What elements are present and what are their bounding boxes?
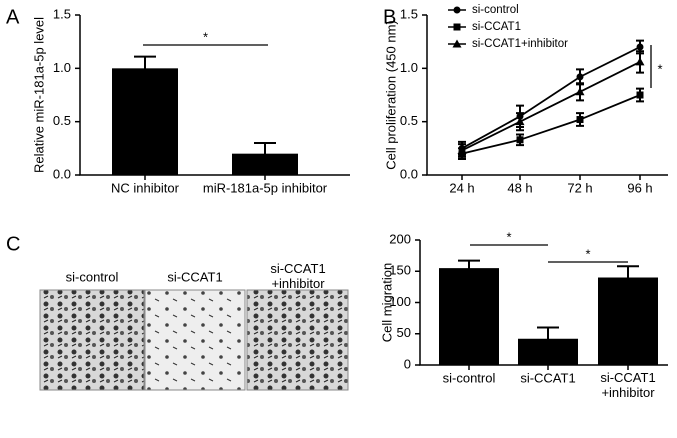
- y-tick-label: 0.0: [400, 166, 418, 181]
- bar: [598, 277, 658, 365]
- legend-label: si-CCAT1+inhibitor: [472, 38, 568, 50]
- line: [461, 94, 641, 155]
- legend-marker: [453, 23, 461, 31]
- micrograph: [144, 289, 246, 391]
- x-tick-label: 72 h: [567, 180, 592, 195]
- x-tick-label: miR-181a-5p inhibitor: [203, 180, 328, 195]
- panel-label: A: [6, 6, 20, 28]
- point: [515, 117, 525, 126]
- significance-mark: *: [657, 61, 662, 76]
- point: [636, 91, 644, 99]
- y-tick-label: 150: [389, 263, 411, 278]
- y-tick-label: 1.0: [53, 60, 71, 75]
- point: [576, 73, 584, 81]
- legend-marker: [452, 39, 462, 48]
- x-tick-label: 24 h: [449, 180, 474, 195]
- bar: [232, 153, 298, 175]
- legend-marker: [453, 6, 461, 14]
- line: [461, 46, 641, 150]
- y-axis-label: Cell migration: [379, 263, 394, 342]
- y-tick-label: 0.5: [400, 113, 418, 128]
- y-axis-label: Relative miR-181a-5p level: [31, 17, 46, 173]
- bar: [439, 268, 499, 365]
- micrograph: [39, 289, 145, 391]
- panel-label: B: [383, 6, 396, 28]
- panel-label: C: [6, 233, 20, 255]
- y-tick-label: 200: [389, 231, 411, 246]
- point: [635, 57, 645, 66]
- y-tick-label: 1.0: [400, 60, 418, 75]
- point: [636, 43, 644, 51]
- y-tick-label: 0: [404, 356, 411, 371]
- x-tick-label: si-CCAT1 +inhibitor: [600, 370, 655, 400]
- bar: [518, 338, 578, 365]
- image-label: si-CCAT1 +inhibitor: [270, 261, 325, 291]
- point: [576, 116, 584, 124]
- micrograph: [246, 289, 349, 391]
- y-axis-label: Cell proliferation (450 nm): [383, 20, 398, 170]
- x-tick-label: 96 h: [627, 180, 652, 195]
- x-tick-label: 48 h: [507, 180, 532, 195]
- x-tick-label: NC inhibitor: [111, 180, 180, 195]
- significance-mark: *: [203, 29, 208, 44]
- y-tick-label: 1.5: [400, 6, 418, 21]
- bar: [112, 68, 178, 175]
- x-tick-label: si-CCAT1: [520, 370, 575, 385]
- point: [516, 136, 524, 144]
- significance-mark: *: [506, 229, 511, 244]
- y-tick-label: 50: [397, 325, 411, 340]
- line: [461, 61, 641, 152]
- legend-label: si-CCAT1: [472, 21, 521, 33]
- y-tick-label: 1.5: [53, 6, 71, 21]
- y-tick-label: 0.5: [53, 113, 71, 128]
- y-tick-label: 100: [389, 294, 411, 309]
- significance-mark: *: [585, 246, 590, 261]
- y-tick-label: 0.0: [53, 166, 71, 181]
- image-label: si-CCAT1: [167, 269, 222, 284]
- point: [575, 87, 585, 96]
- legend-label: si-control: [472, 4, 519, 16]
- x-tick-label: si-control: [443, 370, 496, 385]
- point: [457, 145, 467, 154]
- image-label: si-control: [66, 269, 119, 284]
